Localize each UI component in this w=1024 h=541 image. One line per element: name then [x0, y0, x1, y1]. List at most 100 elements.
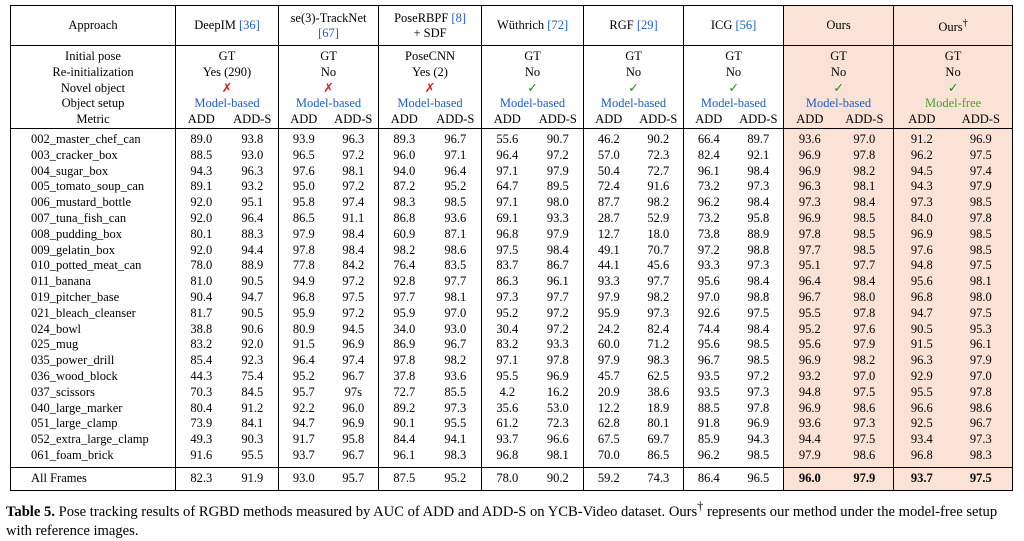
score-cell: 96.7 [949, 416, 1013, 433]
object-name: 003_cracker_box [31, 147, 118, 162]
score-cell: 96.8 [481, 226, 533, 243]
score-cell: 95.8 [747, 210, 770, 225]
method-header: ICG [56] [683, 5, 784, 46]
score-cell: 95.5 [444, 416, 467, 431]
score-cell: 97.5 [949, 305, 1013, 322]
score-cell: 97.7 [444, 274, 467, 289]
score-cell: 92.5 [893, 416, 950, 433]
approach-header: Approach [10, 5, 176, 46]
method-citation: [8] [451, 10, 466, 25]
score-cell: 72.7 [647, 163, 670, 178]
score-cell: 97.7 [647, 274, 670, 289]
metric-name: ADD [783, 112, 836, 129]
setting-value: No [683, 64, 784, 81]
score-cell: 89.7 [747, 131, 770, 146]
total-cell: 82.3 [175, 466, 227, 491]
score-cell: 96.7 [444, 337, 467, 352]
score-cell: 97.6 [893, 242, 950, 259]
metric-name: ADD-S [633, 112, 684, 129]
score-cell: 98.5 [835, 210, 894, 227]
score-cell: 97.8 [278, 242, 329, 259]
object-name: 040_large_marker [31, 400, 123, 415]
score-cell: 70.7 [647, 242, 670, 257]
data-row: 024_bowl 38.8 90.6 80.9 94.5 34.0 93.0 30.4 97.2… [11, 321, 1013, 338]
score-cell: 83.2 [175, 337, 227, 354]
score-cell: 72.7 [378, 384, 430, 401]
score-cell: 96.3 [893, 353, 950, 369]
score-cell: 73.2 [683, 210, 734, 227]
score-cell: 96.9 [747, 416, 770, 431]
score-cell: 95.7 [278, 384, 329, 401]
metric-name: ADD-S [835, 112, 894, 129]
score-cell: 95.8 [278, 195, 329, 211]
total-cell: 95.7 [328, 466, 379, 491]
method-name: RGF [609, 18, 634, 32]
score-cell: 98.3 [647, 353, 670, 368]
score-cell: 97.8 [835, 305, 894, 322]
metric-name: ADD [481, 112, 533, 129]
method-name: ICG [710, 18, 733, 32]
score-cell: 98.1 [949, 274, 1013, 290]
score-cell: 95.6 [683, 337, 734, 354]
setting-value: Model-based [683, 96, 784, 113]
data-row: 061_foam_brick 91.6 95.5 93.7 96.7 96.1 98.3 96… [11, 447, 1013, 468]
score-cell: 87.7 [583, 195, 634, 211]
object-name: 019_pitcher_base [31, 289, 120, 304]
object-name: 025_mug [31, 337, 79, 352]
results-table: Approach DeepIM [36] se(3)-TrackNet [67] Po… [10, 5, 1014, 491]
setting-value: No [481, 64, 584, 81]
score-cell: 98.2 [835, 353, 894, 369]
score-cell: 90.7 [546, 131, 569, 146]
score-cell: 57.0 [583, 147, 634, 164]
score-cell: 93.2 [241, 179, 264, 194]
object-name: 051_large_clamp [31, 416, 118, 431]
score-cell: 97.6 [835, 321, 894, 338]
setting-value: Yes (290) [174, 64, 279, 81]
score-cell: 46.2 [583, 128, 634, 148]
score-cell: 93.6 [444, 368, 467, 383]
score-cell: 98.2 [835, 163, 894, 180]
total-cell: 96.0 [783, 466, 836, 491]
score-cell: 18.9 [647, 400, 670, 415]
score-cell: 97.2 [747, 368, 770, 383]
score-cell: 98.4 [747, 274, 770, 289]
score-cell: 55.6 [481, 128, 533, 148]
score-cell: 95.9 [378, 305, 430, 322]
setting-value: Yes (2) [378, 64, 482, 81]
score-cell: 94.5 [893, 163, 950, 180]
score-cell: 96.5 [278, 147, 329, 164]
score-cell: 44.3 [175, 368, 227, 385]
score-cell: 97.1 [481, 195, 533, 211]
score-cell: 87.2 [378, 179, 430, 196]
score-cell: 93.0 [241, 147, 264, 162]
score-cell: 38.8 [175, 321, 227, 338]
score-cell: 95.9 [583, 305, 634, 322]
score-cell: 94.9 [278, 274, 329, 290]
score-cell: 86.8 [378, 210, 430, 227]
object-name: 004_sugar_box [31, 163, 109, 178]
setting-value: ✓ [893, 80, 1013, 97]
data-row: 004_sugar_box 94.3 96.3 97.6 98.1 94.0 96.4 97.… [11, 163, 1013, 180]
score-cell: 96.7 [683, 353, 734, 369]
score-cell: 98.5 [835, 226, 894, 243]
score-cell: 97.5 [747, 305, 770, 320]
setting-value: ✓ [481, 80, 584, 97]
method-name: DeepIM [194, 18, 236, 32]
score-cell: 69.1 [481, 210, 533, 227]
score-cell: 93.7 [278, 447, 329, 468]
score-cell: 98.4 [546, 242, 569, 257]
score-cell: 93.6 [783, 416, 836, 433]
method-citation: [29] [636, 18, 658, 32]
score-cell: 96.4 [783, 274, 836, 290]
score-cell: 97.2 [342, 274, 365, 289]
score-cell: 83.2 [481, 337, 533, 354]
score-cell: 66.4 [683, 128, 734, 148]
score-cell: 73.2 [683, 179, 734, 196]
score-cell: 90.2 [647, 131, 670, 146]
data-row: 003_cracker_box 88.5 93.0 96.5 97.2 96.0 97.1 9… [11, 147, 1013, 164]
score-cell: 93.5 [683, 384, 734, 401]
score-cell: 71.2 [647, 337, 670, 352]
score-cell: 91.1 [342, 210, 365, 225]
score-cell: 94.7 [893, 305, 950, 322]
score-cell: 97.7 [835, 258, 894, 275]
